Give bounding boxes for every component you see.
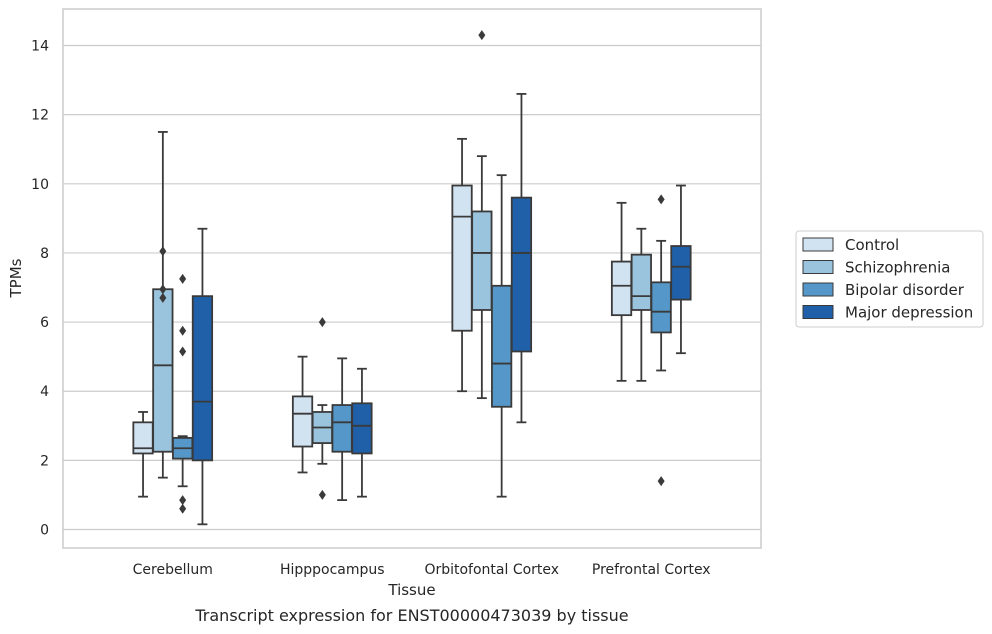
outlier-marker <box>159 246 167 257</box>
box-major-depression <box>191 227 214 526</box>
y-axis-label: TPMs <box>7 258 25 298</box>
box-schizophrenia <box>311 317 333 500</box>
y-tick-label: 8 <box>40 246 49 262</box>
box-body <box>670 245 692 301</box>
box-control <box>291 355 314 474</box>
outlier-marker <box>657 476 665 487</box>
box-body <box>510 196 533 353</box>
y-tick-label: 2 <box>40 453 49 469</box>
plot-frame <box>62 8 762 549</box>
box-body <box>610 260 633 317</box>
box-schizophrenia <box>630 227 652 382</box>
outlier-marker <box>179 346 187 357</box>
outlier-marker <box>179 325 187 336</box>
y-tick-labels: 0 2 4 6 8 10 12 14 <box>31 39 49 539</box>
box-schizophrenia <box>471 30 493 400</box>
box-major-depression <box>670 184 692 355</box>
legend-swatch <box>802 260 834 274</box>
y-tick-label: 6 <box>40 315 49 331</box>
legend-swatch <box>802 282 834 297</box>
legend-swatch <box>802 237 834 252</box>
outlier-marker <box>318 317 326 328</box>
box-bipolar-disorder <box>331 357 353 502</box>
box-control <box>610 201 633 382</box>
y-tick-label: 14 <box>31 39 49 55</box>
legend-label: Schizophrenia <box>845 259 950 277</box>
x-tick-label: Prefrontal Cortex <box>592 562 711 578</box>
box-schizophrenia <box>152 131 174 479</box>
outlier-marker <box>478 30 486 41</box>
box-body <box>630 253 652 311</box>
gridlines <box>63 44 761 531</box>
outlier-marker <box>159 292 167 303</box>
x-tick-label: Cerebellum <box>133 562 213 578</box>
x-tick-labels: Cerebellum Hipppocampus Orbitofontal Corte… <box>133 562 711 578</box>
box-body <box>191 295 214 462</box>
legend-frame <box>795 230 984 328</box>
y-tick-label: 4 <box>40 384 49 400</box>
box-body <box>451 184 473 332</box>
legend-label: Control <box>845 236 899 254</box>
chart-caption: Transcript expression for ENST0000047303… <box>194 606 628 625</box>
outlier-marker <box>179 273 187 284</box>
legend-label: Major depression <box>845 304 973 322</box>
box-body <box>351 402 373 455</box>
plot-area <box>63 9 761 548</box>
box-body <box>291 395 314 448</box>
box-control <box>132 411 154 498</box>
outlier-marker <box>657 194 665 205</box>
outlier-marker <box>318 489 326 500</box>
x-tick-label: Hipppocampus <box>280 562 385 578</box>
outlier-marker <box>179 503 187 514</box>
legend-swatch <box>802 305 834 319</box>
legend-label: Bipolar disorder <box>845 281 965 299</box>
box-major-depression <box>351 367 373 498</box>
legend: Control Schizophrenia Bipolar disorder Majo… <box>795 230 984 328</box>
outlier-marker <box>159 284 167 295</box>
box-body <box>471 210 493 311</box>
outlier-marker <box>179 495 187 506</box>
box-series <box>132 30 692 526</box>
box-major-depression <box>510 93 533 424</box>
y-tick-label: 0 <box>40 523 49 539</box>
box-body <box>650 281 672 334</box>
box-body <box>152 288 174 453</box>
y-tick-label: 12 <box>31 108 49 124</box>
x-tick-label: Orbitofontal Cortex <box>424 562 559 578</box>
y-tick-label: 10 <box>31 177 49 193</box>
box-body <box>331 404 353 453</box>
box-body <box>491 284 513 408</box>
box-bipolar-disorder <box>650 194 672 487</box>
x-axis-label: Tissue <box>387 581 435 599</box>
